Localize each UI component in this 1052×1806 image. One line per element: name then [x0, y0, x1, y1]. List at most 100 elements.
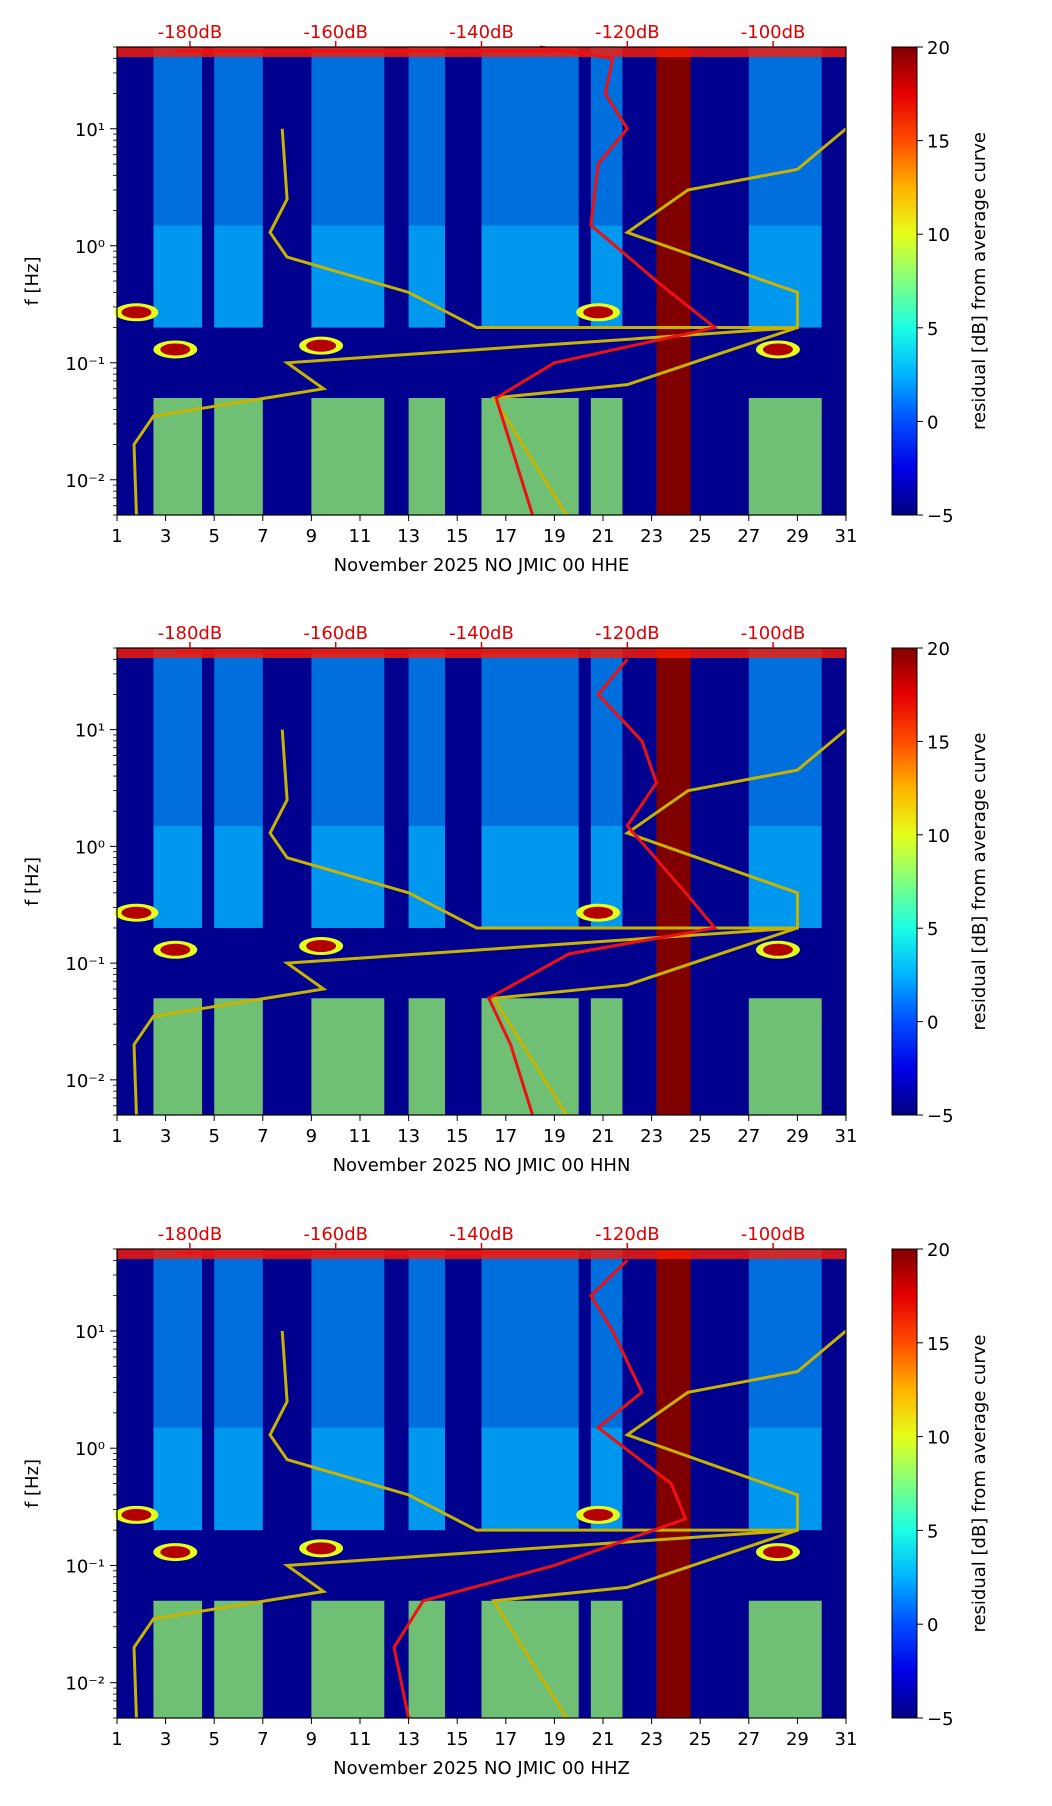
colorbar — [891, 1248, 918, 1719]
x-tick-7: 7 — [257, 1729, 268, 1750]
y-tick-2: 10⁰ — [75, 1439, 105, 1460]
top-db-tick-4: -100dB — [741, 623, 806, 644]
x-tick-25: 25 — [689, 526, 712, 547]
low-band-6 — [748, 998, 822, 1115]
low-band-6 — [748, 398, 822, 515]
low-band-6 — [748, 1600, 822, 1718]
x-axis-label: November 2025 NO JMIC 00 HHZ — [333, 1758, 630, 1779]
mid-band-6 — [748, 825, 822, 928]
low-band-0 — [153, 998, 203, 1115]
x-tick-31: 31 — [835, 526, 858, 547]
top-db-tick-3: -120dB — [595, 22, 660, 43]
high-band-6 — [748, 1249, 822, 1428]
microseism-blob-2 — [121, 306, 152, 319]
y-tick-1: 10⁻¹ — [65, 1556, 105, 1577]
top-db-tick-1: -160dB — [303, 22, 368, 43]
colorbar — [891, 647, 918, 1116]
x-tick-23: 23 — [640, 526, 663, 547]
microseism-blob-3 — [583, 1508, 614, 1521]
low-band-1 — [214, 998, 263, 1115]
x-tick-17: 17 — [494, 526, 517, 547]
x-tick-31: 31 — [835, 1126, 858, 1147]
yellow-curve-upper — [268, 1329, 847, 1532]
low-band-5 — [590, 398, 623, 515]
red-psd-curve — [494, 45, 719, 516]
high-band-0 — [153, 47, 203, 226]
low-band-2 — [311, 1600, 385, 1718]
high-band-3 — [408, 1249, 446, 1428]
microseism-blob-2 — [121, 906, 152, 919]
top-db-tick-1: -160dB — [303, 1224, 368, 1245]
x-tick-9: 9 — [306, 526, 317, 547]
colorbar-tick-−5: −5 — [927, 506, 954, 527]
x-tick-9: 9 — [306, 1729, 317, 1750]
x-tick-19: 19 — [543, 1126, 566, 1147]
microseism-blob-4 — [762, 943, 793, 956]
x-tick-29: 29 — [786, 526, 809, 547]
colorbar-label: residual [dB] from average curve — [969, 732, 990, 1030]
mid-band-4 — [481, 1427, 579, 1531]
x-tick-31: 31 — [835, 1729, 858, 1750]
x-tick-27: 27 — [737, 526, 760, 547]
mid-band-2 — [311, 1427, 385, 1531]
high-band-3 — [408, 648, 446, 826]
mid-band-2 — [311, 225, 385, 328]
y-tick-1: 10⁻¹ — [65, 354, 105, 375]
colorbar-tick-5: 5 — [927, 1521, 938, 1542]
microseism-blob-4 — [762, 343, 793, 356]
microseism-blob-1 — [306, 940, 337, 953]
x-tick-19: 19 — [543, 1729, 566, 1750]
low-band-0 — [153, 1600, 203, 1718]
x-tick-21: 21 — [592, 1729, 615, 1750]
microseism-blob-1 — [306, 339, 337, 352]
top-db-tick-0: -180dB — [158, 22, 223, 43]
low-band-3 — [408, 998, 446, 1115]
yellow-curve-lower — [132, 1528, 798, 1719]
x-tick-5: 5 — [208, 1126, 219, 1147]
high-band-1 — [214, 1249, 263, 1428]
x-tick-15: 15 — [446, 1126, 469, 1147]
mid-band-3 — [408, 1427, 446, 1531]
mid-band-0 — [153, 1427, 203, 1531]
mid-band-0 — [153, 825, 203, 928]
low-band-2 — [311, 398, 385, 515]
x-tick-13: 13 — [397, 1729, 420, 1750]
x-tick-1: 1 — [111, 1126, 122, 1147]
colorbar-tick-0: 0 — [927, 1013, 938, 1034]
data-gap — [656, 648, 691, 1115]
microseism-blob-4 — [762, 1546, 793, 1559]
yellow-curve-upper — [268, 728, 847, 930]
top-db-tick-3: -120dB — [595, 1224, 660, 1245]
y-tick-3: 10¹ — [75, 120, 105, 141]
low-band-5 — [590, 1600, 623, 1718]
colorbar-tick-−5: −5 — [927, 1709, 954, 1730]
x-tick-5: 5 — [208, 1729, 219, 1750]
x-tick-29: 29 — [786, 1126, 809, 1147]
x-tick-19: 19 — [543, 526, 566, 547]
colorbar-tick-10: 10 — [927, 826, 950, 847]
x-tick-7: 7 — [257, 1126, 268, 1147]
x-tick-11: 11 — [349, 526, 372, 547]
high-band-6 — [748, 47, 822, 226]
high-band-2 — [311, 1249, 385, 1428]
colorbar-tick-15: 15 — [927, 132, 950, 153]
x-axis-label: November 2025 NO JMIC 00 HHN — [333, 1155, 631, 1176]
high-band-3 — [408, 47, 446, 226]
y-tick-0: 10⁻² — [65, 471, 105, 492]
top-db-tick-0: -180dB — [158, 1224, 223, 1245]
top-db-tick-2: -140dB — [449, 1224, 514, 1245]
mid-band-0 — [153, 225, 203, 328]
y-tick-2: 10⁰ — [75, 837, 105, 858]
low-band-1 — [214, 1600, 263, 1718]
low-band-3 — [408, 398, 446, 515]
data-gap — [656, 47, 691, 515]
x-tick-13: 13 — [397, 1126, 420, 1147]
low-band-1 — [214, 398, 263, 515]
high-band-0 — [153, 648, 203, 826]
x-axis-label: November 2025 NO JMIC 00 HHE — [334, 555, 630, 576]
x-tick-17: 17 — [494, 1126, 517, 1147]
y-tick-1: 10⁻¹ — [65, 954, 105, 975]
